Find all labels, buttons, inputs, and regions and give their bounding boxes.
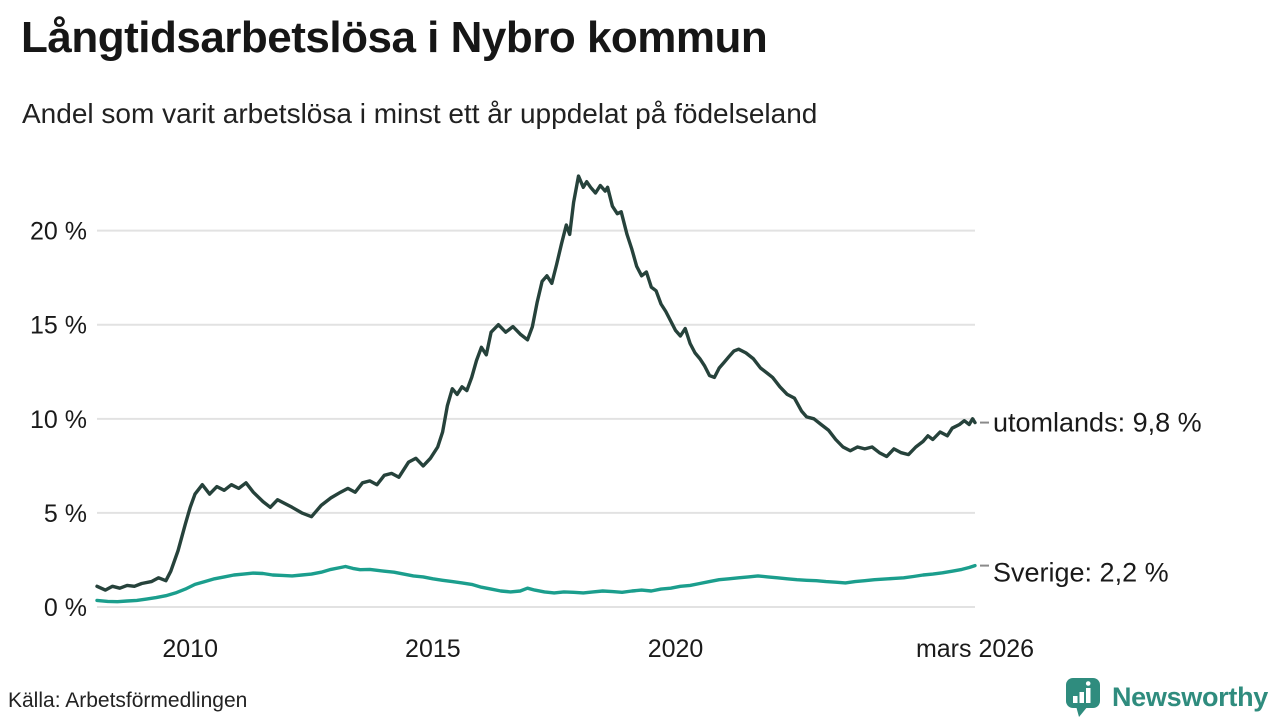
- exclamation-dot-icon: [1085, 681, 1091, 686]
- page-title: Långtidsarbetslösa i Nybro kommun: [21, 13, 768, 62]
- bar-chart-icon: [1079, 692, 1084, 703]
- newsworthy-logo-text: Newsworthy: [1111, 681, 1268, 712]
- page-subtitle: Andel som varit arbetslösa i minst ett å…: [22, 98, 818, 129]
- x-tick-label: 2020: [648, 635, 704, 663]
- bar-chart-icon: [1085, 688, 1091, 703]
- y-tick-label: 15 %: [30, 312, 87, 340]
- y-tick-label: 10 %: [30, 406, 87, 434]
- speech-bubble-tail: [1075, 706, 1088, 717]
- newsworthy-logo-icon: [1065, 678, 1100, 717]
- series-line-utomlands: [95, 174, 977, 592]
- newsworthy-logo: Newsworthy: [1064, 676, 1268, 718]
- source-text: Källa: Arbetsförmedlingen: [8, 689, 248, 712]
- y-tick-label: 20 %: [30, 218, 87, 246]
- series-line-Sverige: [95, 563, 977, 604]
- x-tick-label: mars 2026: [916, 635, 1034, 663]
- series-end-label-Sverige: Sverige: 2,2 %: [993, 558, 1169, 588]
- y-tick-label: 5 %: [44, 500, 87, 528]
- x-tick-label: 2015: [405, 635, 461, 663]
- series-end-label-utomlands: utomlands: 9,8 %: [993, 408, 1202, 438]
- y-tick-label: 0 %: [44, 594, 87, 622]
- x-tick-label: 2010: [162, 635, 218, 663]
- bar-chart-icon: [1072, 696, 1078, 703]
